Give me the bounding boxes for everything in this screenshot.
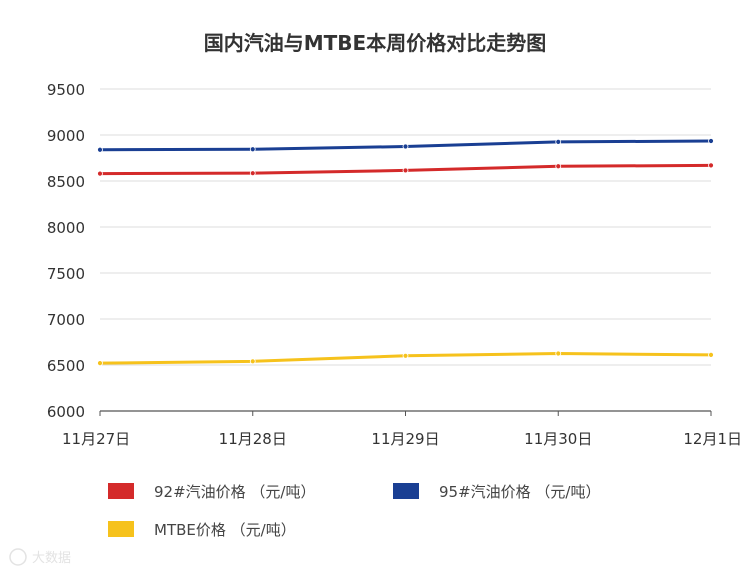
y-tick-label: 8500: [47, 173, 85, 191]
data-point: [97, 170, 103, 177]
data-point: [97, 360, 103, 367]
data-point: [555, 138, 562, 145]
series-lines: [97, 138, 714, 367]
data-point: [249, 146, 256, 153]
data-point: [708, 351, 714, 358]
x-tick-label: 11月30日: [524, 430, 592, 448]
x-axis: 11月27日 11月28日 11月29日 11月30日 12月1日: [62, 410, 742, 448]
watermark-text: 大数据: [32, 551, 71, 566]
y-tick-label: 9500: [47, 81, 85, 99]
legend-label-3: MTBE价格 （元/吨）: [154, 521, 296, 539]
y-tick-label: 6000: [47, 403, 85, 421]
data-point: [249, 170, 256, 177]
data-point: [402, 143, 409, 150]
legend-swatch-1: [108, 483, 134, 499]
watermark-logo-icon: [9, 548, 27, 566]
data-point: [402, 352, 409, 359]
watermark: 大数据: [9, 548, 71, 566]
data-point: [708, 138, 714, 144]
y-tick-label: 7000: [47, 311, 85, 329]
legend-label-1: 92#汽油价格 （元/吨）: [154, 483, 315, 501]
y-tick-label: 6500: [47, 357, 85, 375]
x-tick-label: 11月29日: [371, 430, 439, 448]
data-point: [402, 167, 409, 174]
y-tick-label: 7500: [47, 265, 85, 283]
grid-lines: [100, 88, 711, 366]
chart-title: 国内汽油与MTBE本周价格对比走势图: [204, 31, 546, 55]
data-point: [708, 162, 714, 169]
y-tick-label: 9000: [47, 127, 85, 145]
x-tick-label: 12月1日: [683, 430, 742, 448]
legend: 92#汽油价格 （元/吨） 95#汽油价格 （元/吨） MTBE价格 （元/吨）: [108, 483, 600, 539]
legend-swatch-3: [108, 521, 134, 537]
x-tick-label: 11月28日: [219, 430, 287, 448]
y-axis: 6000 6500 7000 7500 8000 8500 9000 9500: [47, 81, 85, 421]
legend-swatch-2: [393, 483, 419, 499]
y-tick-label: 8000: [47, 219, 85, 237]
data-point: [249, 358, 256, 365]
data-point: [97, 146, 103, 153]
legend-label-2: 95#汽油价格 （元/吨）: [439, 483, 600, 501]
data-point: [555, 350, 562, 357]
x-tick-label: 11月27日: [62, 430, 130, 448]
data-point: [555, 163, 562, 170]
